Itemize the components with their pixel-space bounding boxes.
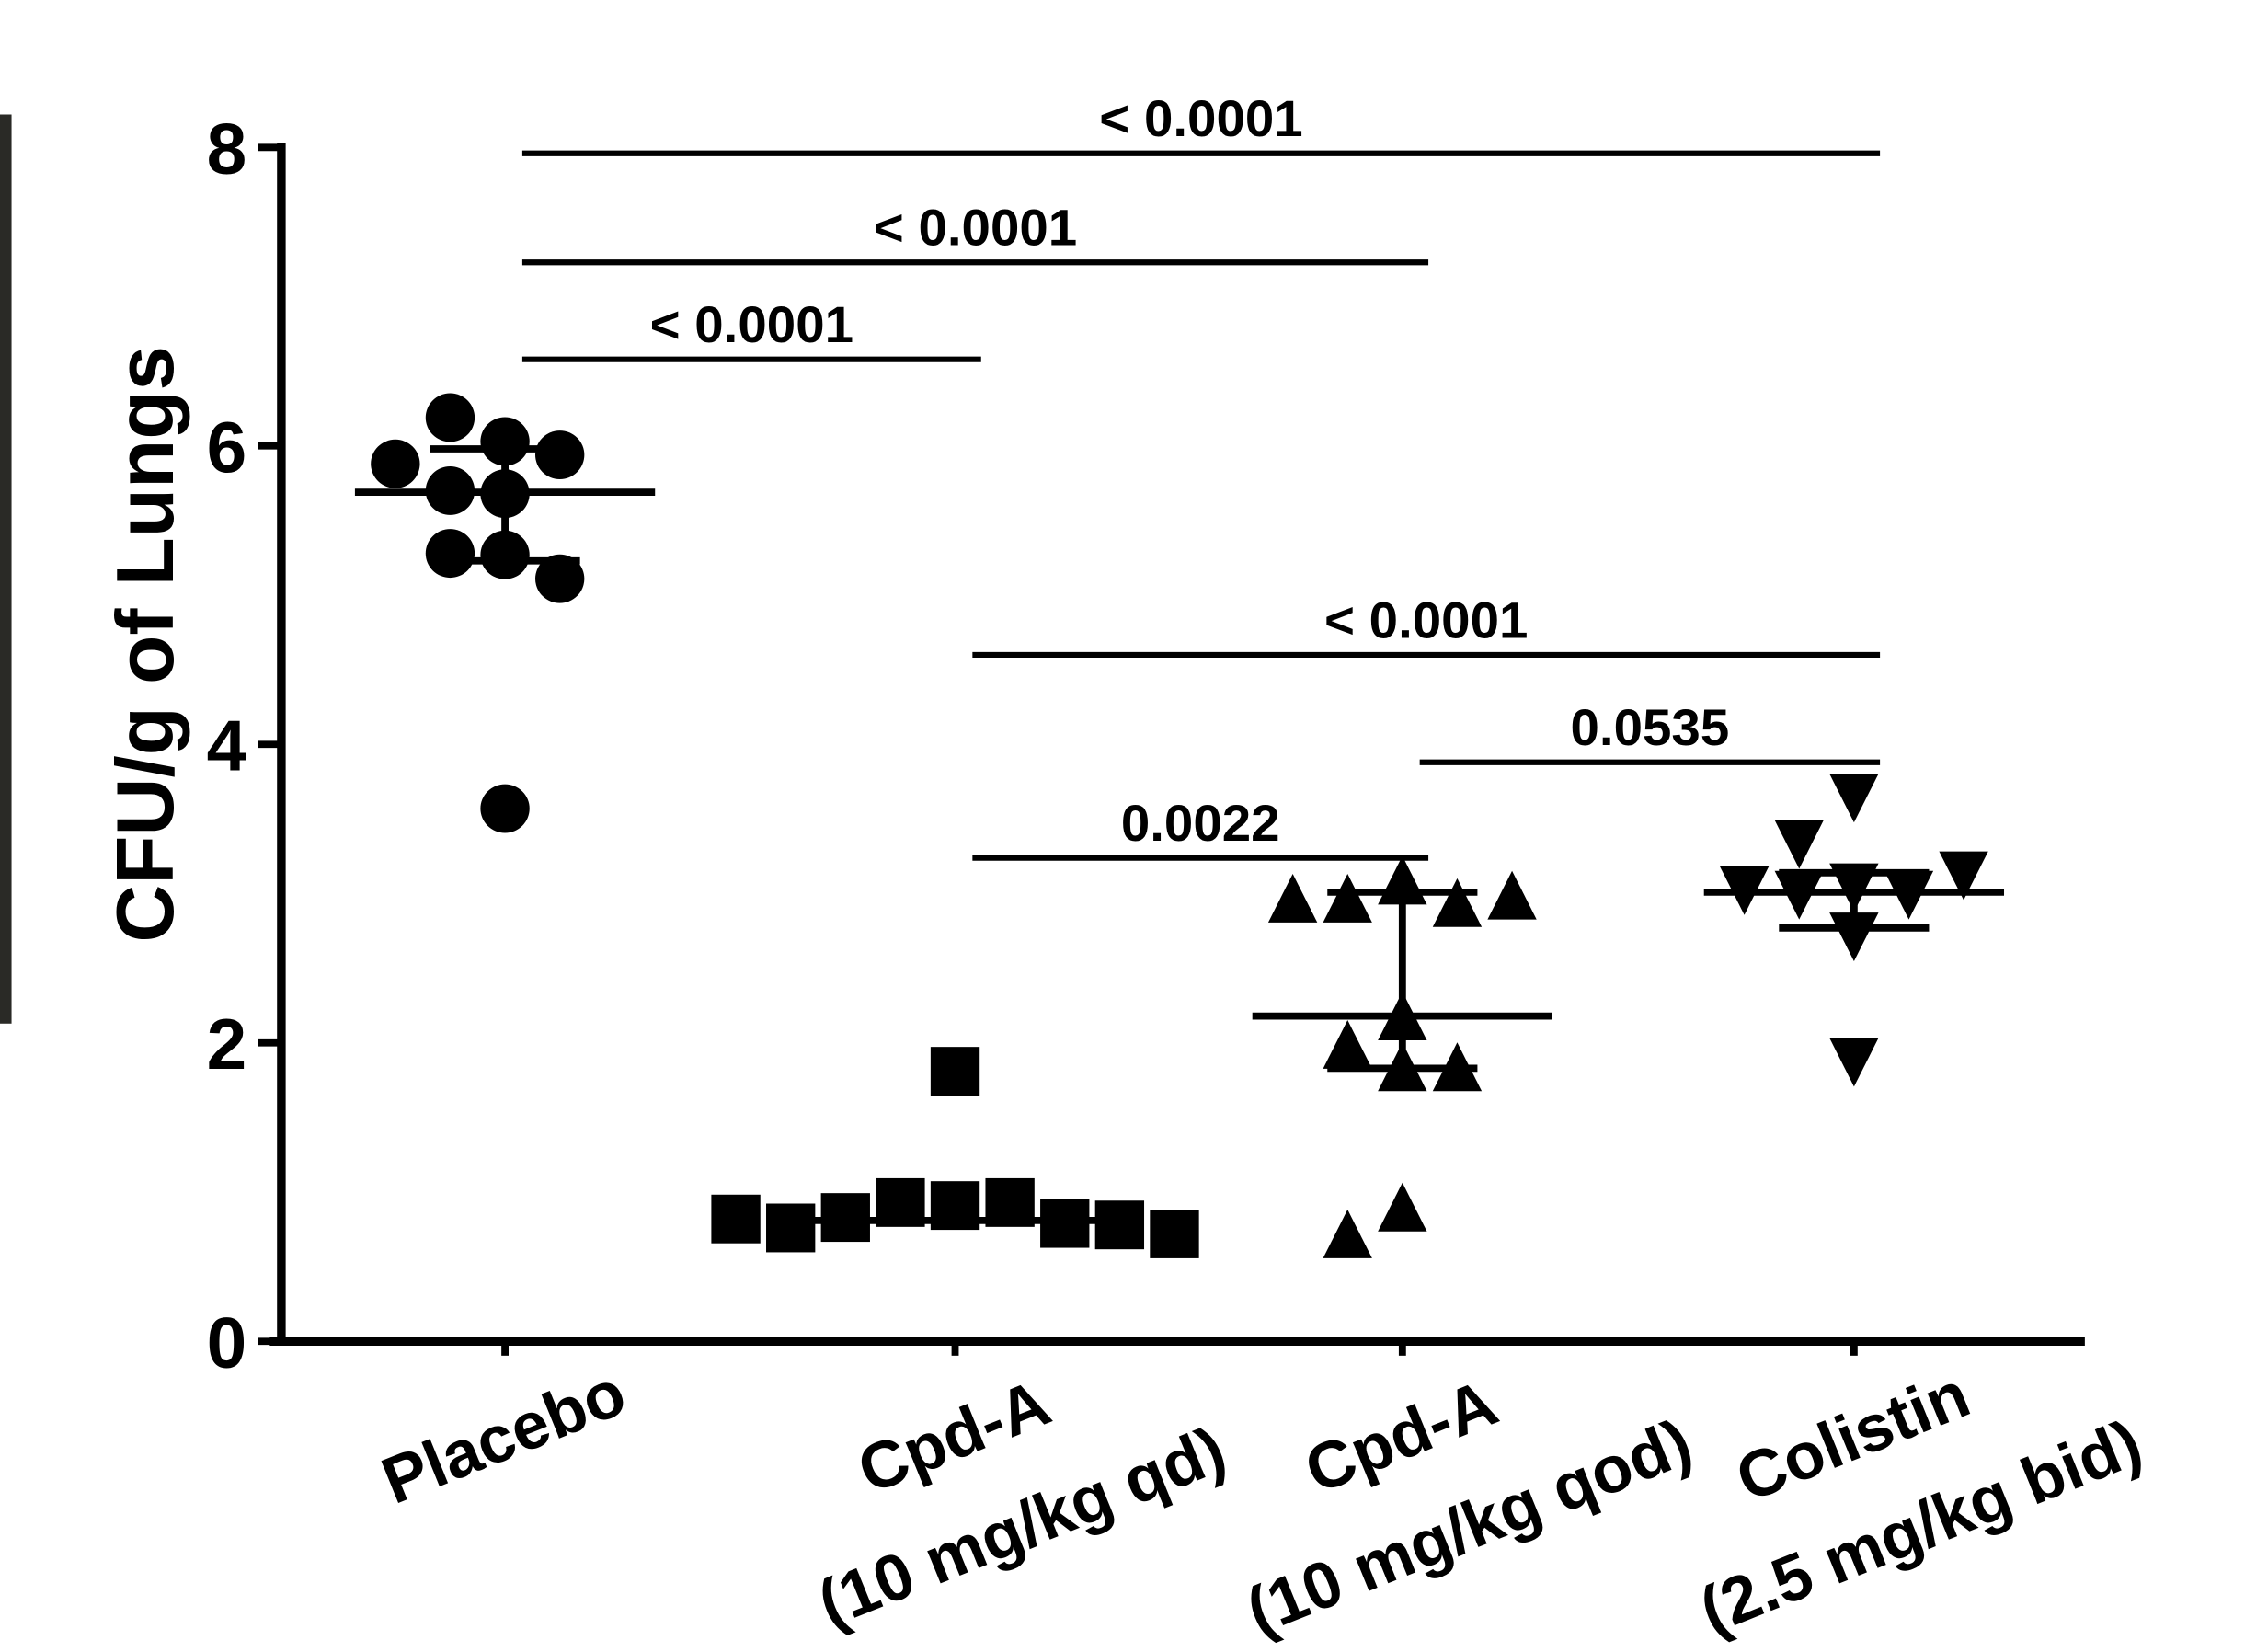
point xyxy=(1829,774,1878,822)
point xyxy=(426,529,475,578)
comparison-label: < 0.0001 xyxy=(1099,89,1302,147)
y-tick-label: 0 xyxy=(207,1302,247,1383)
point xyxy=(1378,1183,1426,1232)
x-tick-label-group: Placebo xyxy=(372,1356,636,1519)
chart: CFU/g of Lungs 0 2 4 6 8 Placebo Cpd-A(10 mg/k… xyxy=(0,0,2245,1652)
y-tick-label: 8 xyxy=(207,109,247,189)
point xyxy=(1095,1200,1144,1249)
comparison-label: < 0.0001 xyxy=(874,199,1077,257)
comparison-label: < 0.0001 xyxy=(1324,591,1528,648)
page: CFU/g of Lungs 0 2 4 6 8 Placebo Cpd-A(10 mg/k… xyxy=(0,0,2245,1652)
point xyxy=(1775,820,1824,869)
x-tick-label-group: Cpd-A(10 mg/kg qd) xyxy=(767,1312,1236,1641)
comparison-label: < 0.0001 xyxy=(650,295,853,353)
point xyxy=(1150,1210,1198,1258)
photo-edge xyxy=(0,115,12,1024)
point xyxy=(711,1195,760,1244)
y-axis-title: CFU/g of Lungs xyxy=(100,346,190,943)
point xyxy=(535,430,584,479)
x-tick-label-group: Cpd-A(10 mg/kg qod) xyxy=(1196,1304,1701,1648)
point xyxy=(480,785,529,833)
comparison-label: 0.0535 xyxy=(1571,698,1730,756)
y-tick-label: 6 xyxy=(207,407,247,488)
point xyxy=(1268,874,1317,923)
point xyxy=(1829,1038,1878,1086)
point xyxy=(1323,1210,1372,1258)
comparison-label: 0.0022 xyxy=(1121,794,1280,852)
point xyxy=(1323,1020,1372,1069)
x-tick-label-group: Colistin(2.5 mg/kg bid) xyxy=(1649,1305,2152,1648)
point xyxy=(1433,878,1482,927)
x-tick-label: Placebo xyxy=(372,1356,636,1519)
point xyxy=(931,1047,979,1096)
point xyxy=(1487,871,1536,920)
point xyxy=(1323,874,1372,923)
point xyxy=(766,1204,815,1253)
y-tick-label: 2 xyxy=(207,1004,247,1084)
point xyxy=(426,394,475,442)
y-tick-label: 4 xyxy=(207,706,247,786)
point xyxy=(371,440,419,488)
